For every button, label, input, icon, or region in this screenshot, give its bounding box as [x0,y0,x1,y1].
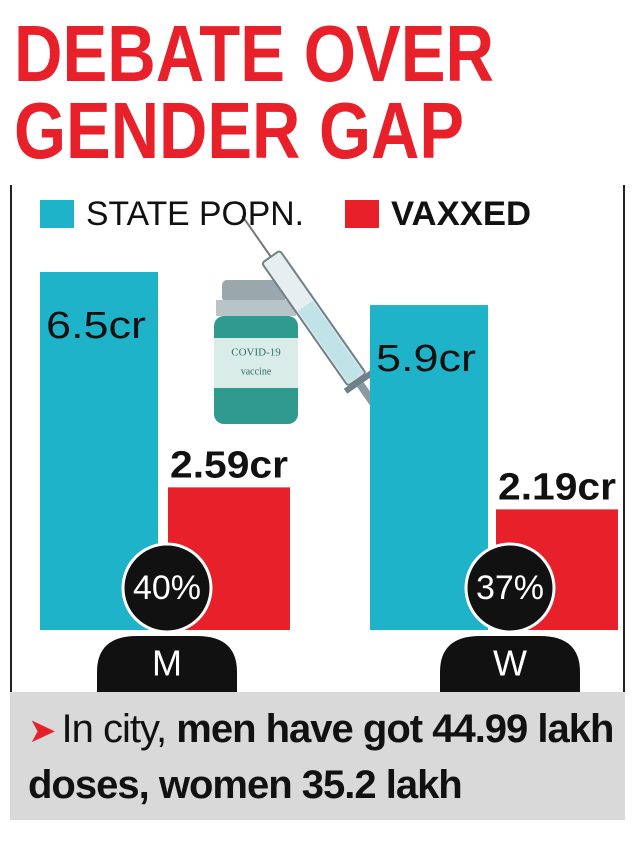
person-head [464,542,556,634]
annotation: 37% [476,569,544,607]
vial-label: vaccine [241,366,272,377]
legend-label: STATE POPN. [86,195,304,233]
legend-swatch [40,200,74,228]
value-label: 6.5cr [46,305,146,347]
category-label: W [493,643,527,684]
footer-text: In city, [61,707,168,751]
arrow-icon: ➤ [28,712,56,750]
footer-note: ➤ In city, men have got 44.99 lakh doses,… [10,692,625,820]
legend-label: VAXXED [391,195,531,233]
person-head [121,542,213,634]
vial-label: COVID-19 [231,347,281,359]
vaccine-illustration: COVID-19 vaccine [214,215,378,424]
person-body [440,636,580,692]
footer-emphasis: men have got 44.99 lakh doses, women 35.… [28,707,614,807]
value-label: 2.19cr [498,466,616,508]
value-label: 5.9cr [376,338,476,380]
legend-swatch [345,200,379,228]
annotation: 40% [133,569,201,607]
value-label: 2.59cr [170,444,288,486]
category-label: M [152,643,182,684]
title-line: DEBATE OVER [14,9,494,98]
title-line: GENDER GAP [14,86,464,175]
person-body [97,636,237,692]
